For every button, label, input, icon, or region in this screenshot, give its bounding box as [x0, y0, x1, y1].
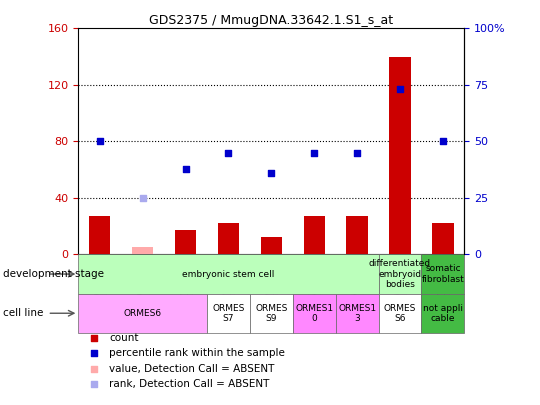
Point — [267, 170, 275, 176]
Bar — [303, 216, 325, 254]
Text: value, Detection Call = ABSENT: value, Detection Call = ABSENT — [109, 364, 274, 374]
Text: ORMES
S9: ORMES S9 — [255, 303, 287, 323]
Point — [310, 149, 319, 156]
Text: GSM99965: GSM99965 — [309, 257, 319, 309]
Point — [396, 86, 404, 93]
Bar — [261, 237, 282, 254]
Point — [90, 350, 98, 356]
Text: ORMES1
0: ORMES1 0 — [295, 303, 333, 323]
Point — [96, 138, 104, 145]
Text: percentile rank within the sample: percentile rank within the sample — [109, 348, 285, 358]
Bar — [379, 294, 422, 333]
Bar — [347, 216, 368, 254]
Text: ORMES
S7: ORMES S7 — [212, 303, 245, 323]
Point — [181, 165, 190, 172]
Text: GSM100000: GSM100000 — [180, 257, 191, 315]
Bar — [78, 294, 207, 333]
Text: cell line: cell line — [3, 308, 43, 318]
Bar — [207, 294, 250, 333]
Text: somatic
fibroblast: somatic fibroblast — [422, 264, 464, 284]
Text: differentiated
embryoid
bodies: differentiated embryoid bodies — [369, 259, 431, 289]
Bar — [422, 294, 464, 333]
Bar — [218, 224, 239, 254]
Bar — [175, 230, 196, 254]
Point — [90, 381, 98, 387]
Bar — [379, 254, 422, 294]
Bar — [432, 224, 454, 254]
Text: GSM100004: GSM100004 — [438, 257, 448, 315]
Text: rank, Detection Call = ABSENT: rank, Detection Call = ABSENT — [109, 379, 269, 389]
Bar — [132, 247, 153, 254]
Text: ORMES6: ORMES6 — [124, 309, 161, 318]
Text: GSM99840: GSM99840 — [395, 257, 405, 309]
Text: GSM100002: GSM100002 — [266, 257, 276, 316]
Point — [90, 335, 98, 341]
Bar — [336, 294, 379, 333]
Bar — [293, 294, 336, 333]
Text: embryonic stem cell: embryonic stem cell — [183, 270, 275, 279]
Text: GSM99966: GSM99966 — [352, 257, 362, 309]
Text: not appli
cable: not appli cable — [423, 303, 463, 323]
Title: GDS2375 / MmugDNA.33642.1.S1_s_at: GDS2375 / MmugDNA.33642.1.S1_s_at — [149, 14, 394, 27]
Bar — [78, 254, 379, 294]
Text: ORMES1
3: ORMES1 3 — [338, 303, 376, 323]
Text: count: count — [109, 333, 139, 343]
Point — [224, 149, 233, 156]
Point — [138, 195, 147, 201]
Bar — [89, 216, 111, 254]
Text: GSM100001: GSM100001 — [224, 257, 233, 315]
Bar — [250, 294, 293, 333]
Text: development stage: development stage — [3, 269, 104, 279]
Text: GSM99999: GSM99999 — [138, 257, 147, 309]
Bar — [422, 254, 464, 294]
Point — [353, 149, 361, 156]
Text: GSM99998: GSM99998 — [94, 257, 105, 309]
Point — [438, 138, 447, 145]
Point — [90, 365, 98, 372]
Text: ORMES
S6: ORMES S6 — [384, 303, 416, 323]
Bar — [389, 57, 411, 254]
